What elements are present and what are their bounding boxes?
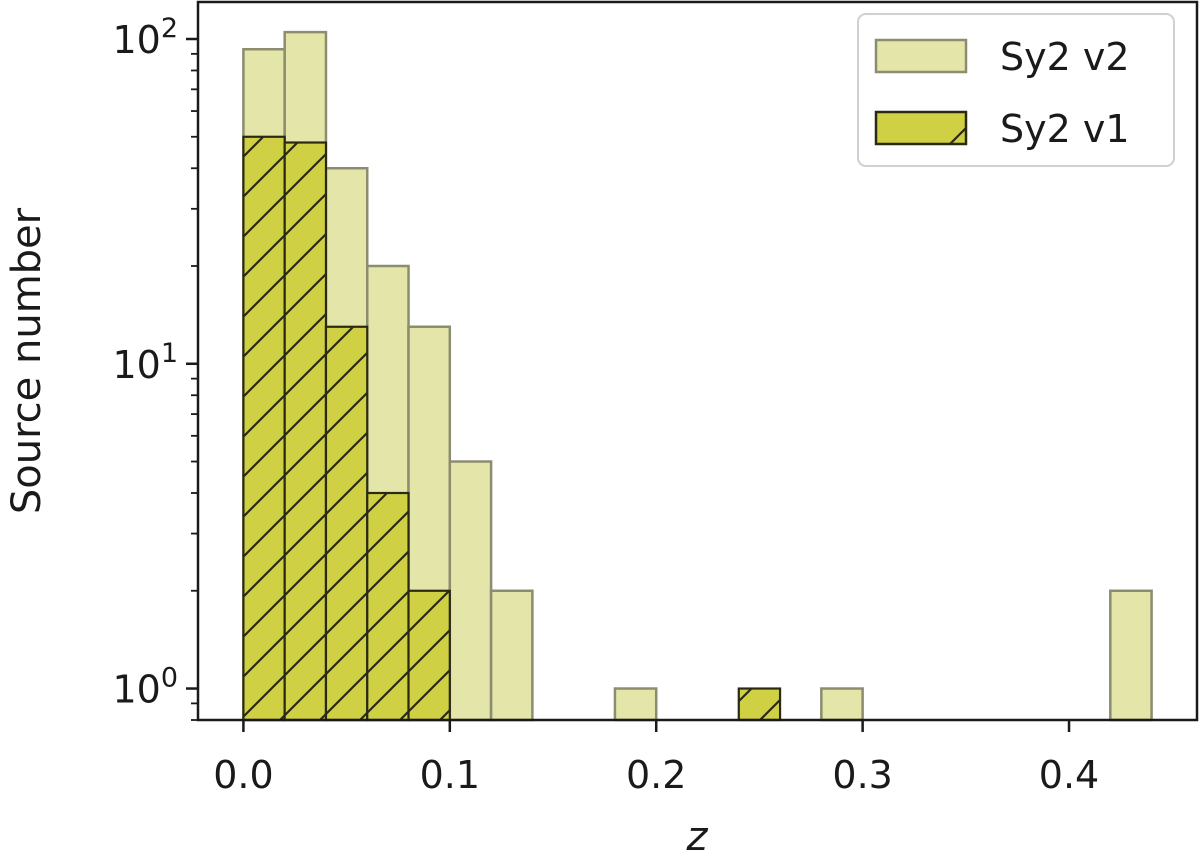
x-tick-label: 0.3 — [832, 753, 892, 797]
x-tick-label: 0.2 — [626, 753, 686, 797]
legend: Sy2 v2 Sy2 v1 — [857, 13, 1175, 167]
y-tick-label: 100 — [112, 663, 178, 712]
y-tick-label: 102 — [112, 13, 178, 62]
legend-label-sy2-v2: Sy2 v2 — [1000, 35, 1130, 79]
legend-swatch-sy2-v1 — [874, 110, 968, 146]
bar-hatch-sy2-v1 — [738, 688, 781, 720]
bar-hatch-sy2-v1 — [243, 136, 285, 721]
bar-sy2-v2 — [489, 589, 534, 722]
x-tick-label: 0.0 — [213, 753, 273, 797]
y-tick-label: 101 — [112, 338, 178, 387]
bar-sy2-v2 — [448, 460, 493, 722]
x-tick-label: 0.4 — [1039, 753, 1099, 797]
bar-hatch-sy2-v1 — [367, 493, 409, 720]
bar-sy2-v2 — [1109, 589, 1153, 722]
legend-hatch-mark — [949, 127, 967, 145]
y-axis-label: Source number — [4, 207, 50, 514]
legend-swatch-sy2-v2 — [874, 38, 968, 74]
x-axis-label: z — [686, 814, 709, 860]
bar-hatch-sy2-v1 — [408, 590, 450, 720]
bar-sy2-v2 — [820, 687, 864, 722]
x-tick-label: 0.1 — [420, 753, 480, 797]
series-sy2-v1-bars — [242, 135, 782, 722]
bar-sy2-v2 — [613, 687, 658, 722]
bar-hatch-sy2-v1 — [325, 326, 368, 720]
plot-frame — [196, 0, 1199, 722]
x-axis: 0.0 0.1 0.2 0.3 0.4 — [213, 720, 1099, 797]
y-axis: 100 101 102 — [112, 13, 198, 721]
legend-label-sy2-v1: Sy2 v1 — [1000, 107, 1130, 151]
bar-hatch-sy2-v1 — [284, 142, 326, 721]
